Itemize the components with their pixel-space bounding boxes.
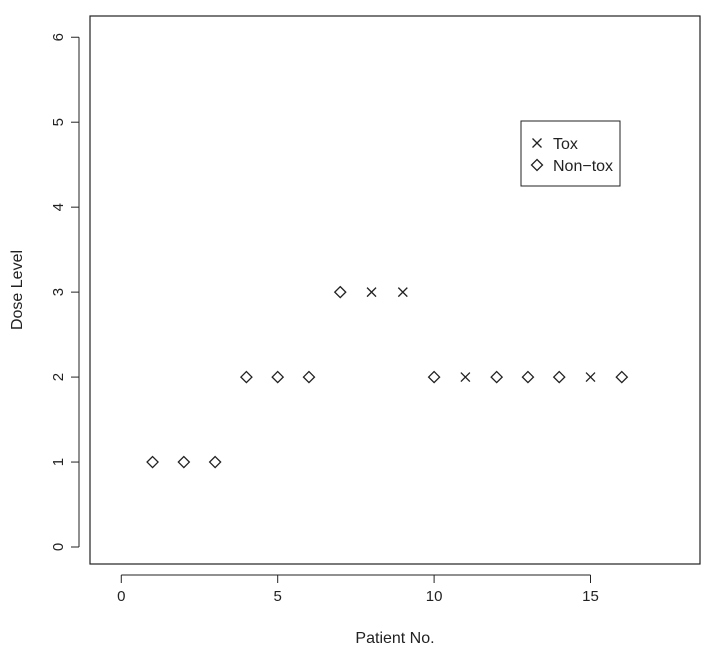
legend-diamond-icon	[530, 158, 544, 172]
non-tox-point	[333, 285, 347, 299]
non-tox-point	[615, 370, 629, 384]
legend-cross-icon	[532, 138, 542, 148]
tox-point	[460, 372, 471, 383]
y-tick-label: 4	[50, 203, 67, 211]
non-tox-point	[521, 370, 535, 384]
non-tox-point	[490, 370, 504, 384]
y-tick-label: 6	[50, 33, 67, 41]
non-tox-point	[552, 370, 566, 384]
tox-point	[397, 287, 408, 298]
tox-point	[585, 372, 596, 383]
non-tox-point	[208, 455, 222, 469]
plot-frame	[89, 15, 701, 565]
y-axis-title: Dose Level	[9, 250, 26, 330]
non-tox-point	[302, 370, 316, 384]
legend-box	[520, 120, 621, 187]
x-axis-title: Patient No.	[355, 630, 434, 647]
legend: Tox Non−tox	[520, 120, 621, 187]
data-points	[146, 285, 629, 469]
y-tick-label: 2	[50, 373, 67, 381]
tox-point	[366, 287, 377, 298]
non-tox-point	[146, 455, 159, 469]
non-tox-point	[271, 370, 285, 384]
x-tick-label: 10	[426, 588, 443, 605]
y-axis: 0 1 2 3 4 5 6	[50, 33, 80, 551]
series-non-tox	[146, 285, 629, 469]
x-axis: 0 5 10 15	[117, 574, 599, 605]
non-tox-point	[177, 455, 191, 469]
series-tox	[366, 287, 596, 383]
y-tick-label: 3	[50, 288, 67, 296]
legend-label: Non−tox	[553, 158, 613, 175]
y-tick-label: 5	[50, 118, 67, 126]
x-tick-label: 5	[274, 588, 282, 605]
y-tick-label: 1	[50, 458, 67, 466]
non-tox-point	[427, 370, 441, 384]
y-tick-label: 0	[50, 543, 67, 551]
non-tox-point	[239, 370, 253, 384]
legend-label: Tox	[553, 136, 578, 153]
x-tick-label: 15	[582, 588, 599, 605]
x-tick-label: 0	[117, 588, 125, 605]
